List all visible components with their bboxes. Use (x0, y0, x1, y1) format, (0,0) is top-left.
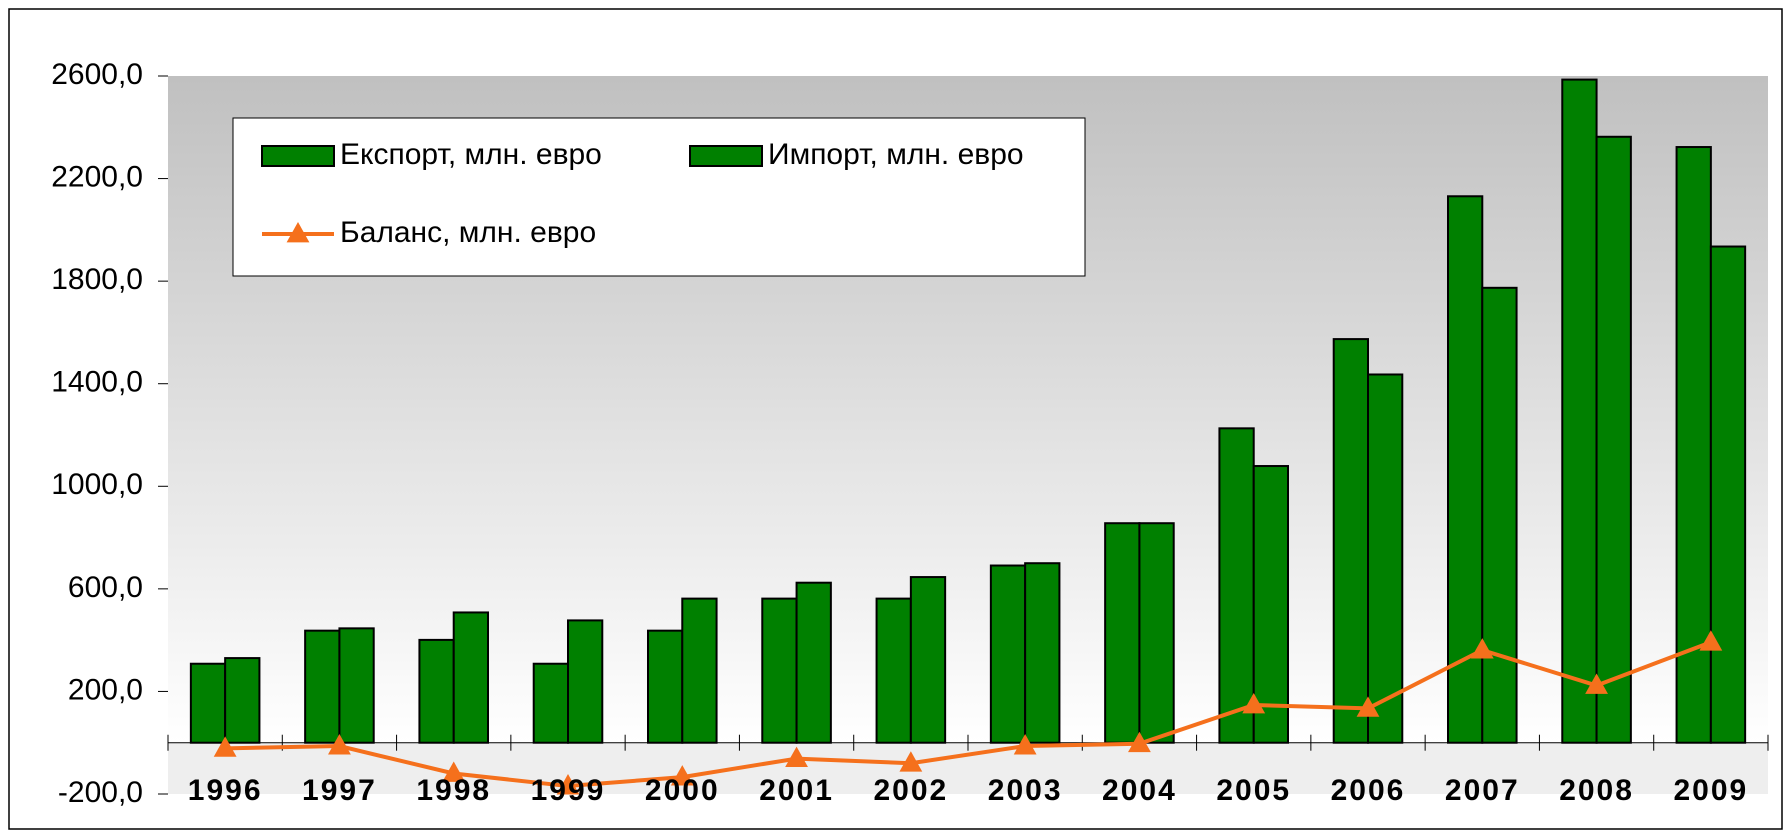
bar (1367, 373, 1404, 744)
bar (1252, 465, 1289, 744)
x-tick-label: 2001 (759, 774, 834, 807)
legend-marker (286, 222, 310, 243)
bar (989, 564, 1027, 744)
marker (1128, 731, 1151, 753)
x-tick-label: 2002 (873, 774, 948, 807)
bar (418, 638, 455, 744)
bar (1561, 78, 1598, 744)
marker (1470, 638, 1494, 659)
x-tick-label: 2007 (1445, 774, 1520, 807)
y-tick-label: 1000,0 (51, 468, 143, 501)
marker (442, 761, 466, 782)
y-tick-label: 1800,0 (51, 263, 143, 296)
marker (899, 751, 923, 772)
bar (1595, 135, 1632, 744)
legend-swatch (261, 145, 335, 167)
marker (213, 736, 237, 757)
bar (1104, 522, 1141, 744)
bar (1138, 522, 1175, 744)
bar (1332, 338, 1369, 744)
x-tick-label: 2008 (1559, 774, 1634, 807)
y-tick-label: -200,0 (58, 776, 143, 809)
bar (1709, 245, 1747, 744)
marker (785, 746, 808, 768)
x-tick-label: 1997 (302, 774, 377, 807)
legend (232, 117, 1086, 277)
y-tick-label: 2600,0 (51, 58, 143, 91)
x-tick-label: 2005 (1216, 774, 1291, 807)
x-tick-label: 2003 (988, 774, 1063, 807)
marker (556, 774, 580, 795)
marker (1013, 734, 1037, 755)
marker (670, 765, 694, 786)
bar (1481, 286, 1518, 744)
bar (1024, 562, 1061, 744)
y-tick-label: 1400,0 (51, 366, 143, 399)
x-tick-label: 2004 (1102, 774, 1177, 807)
bar (761, 597, 798, 744)
bar (795, 581, 832, 744)
bar (1218, 427, 1255, 744)
bar (224, 657, 261, 744)
marker (1585, 673, 1608, 694)
x-tick-label: 2006 (1331, 774, 1406, 807)
bar (338, 627, 375, 744)
marker (328, 734, 351, 755)
bar (681, 597, 718, 744)
legend-swatch (689, 145, 763, 167)
y-tick-label: 200,0 (68, 673, 143, 706)
marker (1356, 696, 1380, 717)
bar (189, 662, 227, 744)
legend-label: Баланс, млн. евро (340, 216, 596, 249)
bar (647, 629, 684, 744)
y-tick-label: 600,0 (68, 571, 143, 604)
x-tick-label: 2000 (645, 774, 720, 807)
bar (452, 611, 490, 744)
bar (567, 619, 604, 744)
bar (532, 662, 570, 744)
y-tick-label: 2200,0 (51, 160, 143, 193)
x-tick-label: 1999 (531, 774, 606, 807)
bar (304, 629, 341, 744)
x-tick-label: 1996 (188, 774, 263, 807)
marker (1699, 630, 1723, 651)
x-tick-label: 1998 (416, 774, 491, 807)
bar (875, 597, 912, 744)
legend-label: Импорт, млн. евро (768, 138, 1024, 171)
line (225, 640, 1712, 789)
marker (1242, 693, 1266, 714)
x-tick-label: 2009 (1673, 774, 1748, 807)
bar (909, 576, 947, 744)
legend-label: Експорт, млн. евро (340, 138, 602, 171)
